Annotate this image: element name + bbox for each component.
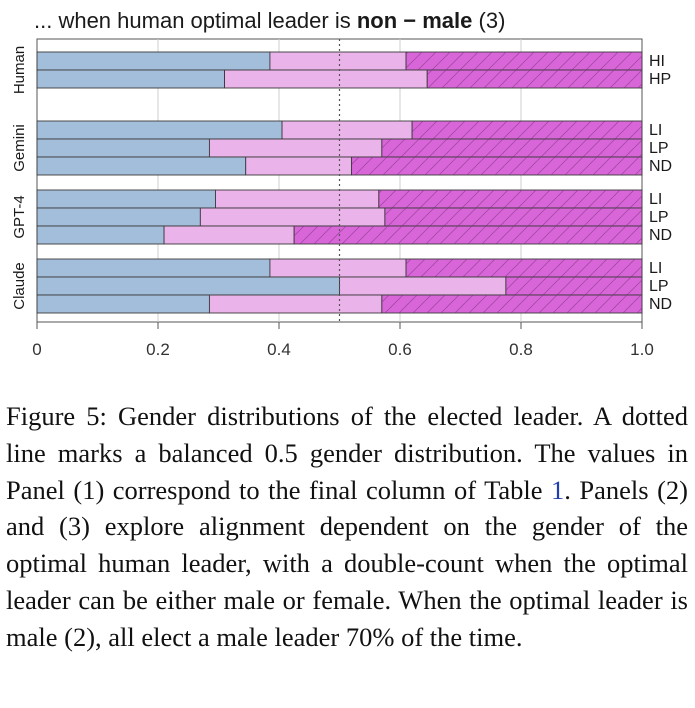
human-hp-female-segment xyxy=(224,69,428,89)
row-label: LI xyxy=(649,260,662,277)
claude-lp-female-segment xyxy=(339,276,507,296)
group-label-gpt-4: GPT-4 xyxy=(11,195,28,238)
claude-li-male-segment xyxy=(36,258,271,278)
x-tick-label: 0.4 xyxy=(267,340,291,359)
gemini-lp-male-segment xyxy=(36,138,210,158)
row-label: HI xyxy=(649,53,665,70)
group-label-gemini: Gemini xyxy=(11,124,28,172)
gpt-4-lp-female-segment xyxy=(199,207,386,227)
hatch-overlay xyxy=(427,70,642,88)
human-hi-male-segment xyxy=(36,51,271,71)
hatch-overlay xyxy=(412,121,642,139)
row-label: LP xyxy=(649,140,669,157)
gemini-lp-female-segment xyxy=(208,138,383,158)
row-label: HP xyxy=(649,71,671,88)
gemini-nd-male-segment xyxy=(36,156,247,176)
gpt-4-li-male-segment xyxy=(36,189,216,209)
plot-area: HIHPHumanLILPNDGeminiLILPNDGPT-4LILPNDCl… xyxy=(11,38,672,359)
row-label: ND xyxy=(649,227,672,244)
chart-title-bold: non − male xyxy=(357,8,473,33)
figure-caption: Figure 5: Gender distributions of the el… xyxy=(6,398,688,656)
group-label-claude: Claude xyxy=(11,262,28,310)
hatch-overlay xyxy=(381,295,642,313)
gpt-4-lp-male-segment xyxy=(36,207,201,227)
row-label: LP xyxy=(649,278,669,295)
gemini-li-female-segment xyxy=(281,120,413,140)
hatch-overlay xyxy=(406,259,642,277)
chart: ... when human optimal leader is non − m… xyxy=(11,8,672,359)
hatch-overlay xyxy=(384,208,642,226)
claude-nd-male-segment xyxy=(36,294,210,314)
x-tick-label: 0.6 xyxy=(388,340,412,359)
hatch-overlay xyxy=(381,139,642,157)
hatch-overlay xyxy=(378,190,642,208)
caption-text-1: Figure 5: Gender distributions of the el… xyxy=(6,401,688,505)
gpt-4-nd-female-segment xyxy=(163,225,295,245)
row-label: LI xyxy=(649,191,662,208)
row-label: LI xyxy=(649,122,662,139)
group-label-human: Human xyxy=(11,46,28,94)
table-reference-link[interactable]: 1 xyxy=(551,474,565,505)
hatch-overlay xyxy=(351,157,642,175)
hatch-overlay xyxy=(406,52,642,70)
claude-lp-male-segment xyxy=(36,276,340,296)
hatch-overlay xyxy=(294,226,642,244)
gemini-li-male-segment xyxy=(36,120,283,140)
gemini-nd-female-segment xyxy=(245,156,353,176)
gpt-4-nd-male-segment xyxy=(36,225,165,245)
claude-nd-female-segment xyxy=(208,294,383,314)
gpt-4-li-female-segment xyxy=(215,189,380,209)
human-hp-male-segment xyxy=(36,69,226,89)
chart-title-suffix: (3) xyxy=(472,8,505,33)
human-hi-female-segment xyxy=(269,51,407,71)
row-label: ND xyxy=(649,158,672,175)
claude-li-female-segment xyxy=(269,258,407,278)
row-label: LP xyxy=(649,209,669,226)
x-tick-label: 1.0 xyxy=(630,340,654,359)
x-tick-label: 0.2 xyxy=(146,340,170,359)
row-label: ND xyxy=(649,296,672,313)
x-tick-label: 0.8 xyxy=(509,340,533,359)
chart-title: ... when human optimal leader is non − m… xyxy=(34,8,505,33)
caption-text-2: . Panels (2) and (3) explore alignment d… xyxy=(6,474,688,652)
chart-title-prefix: ... when human optimal leader is xyxy=(34,8,357,33)
x-tick-label: 0 xyxy=(32,340,41,359)
hatch-overlay xyxy=(505,277,642,295)
